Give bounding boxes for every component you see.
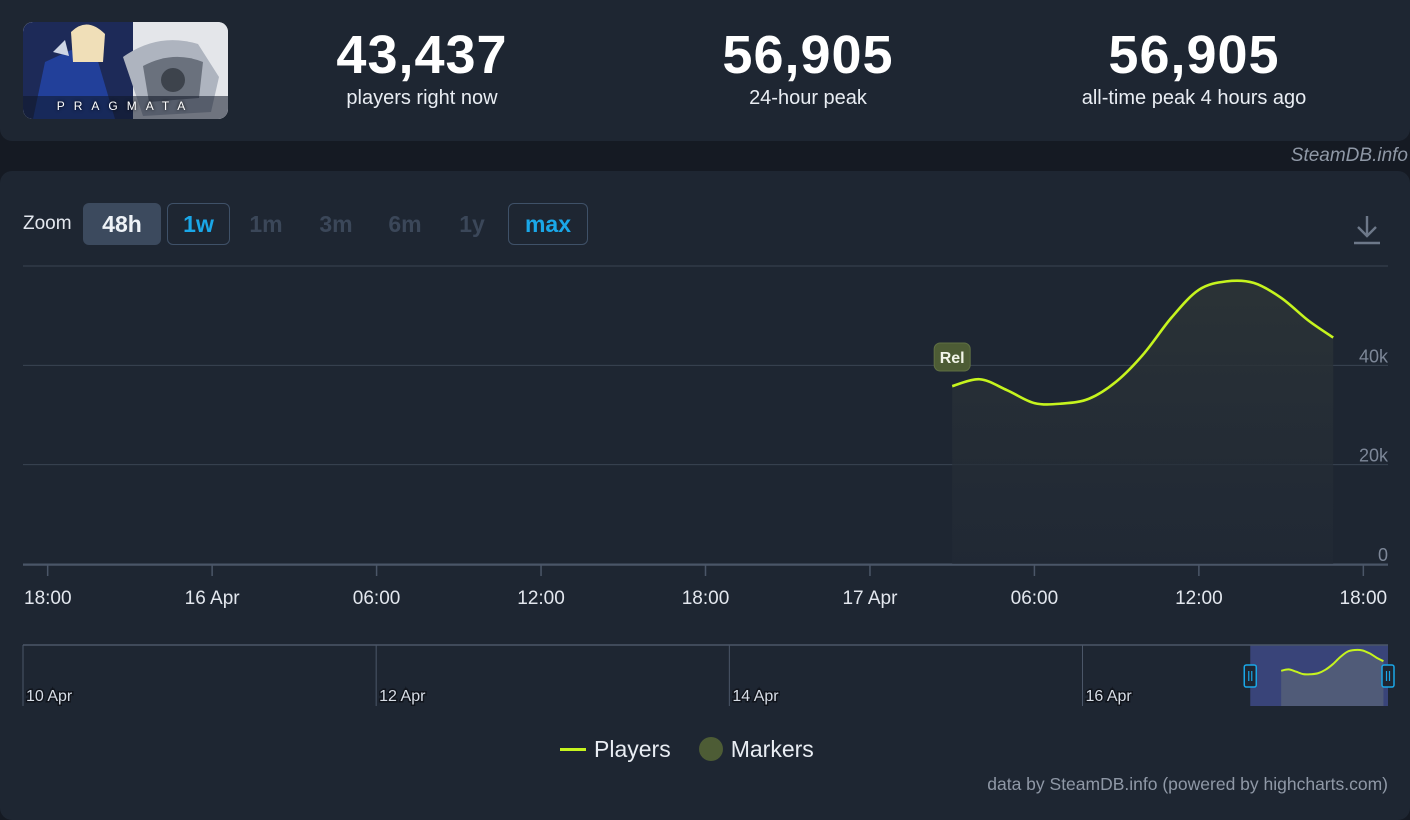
game-logo-text: PRAGMATA <box>56 99 195 113</box>
x-tick-label: 18:00 <box>24 588 72 609</box>
legend-item-players[interactable]: Players <box>560 736 671 763</box>
stat-all-time-peak: 56,905 all-time peak 4 hours ago <box>1014 24 1374 110</box>
y-tick-label: 40k <box>1359 346 1389 366</box>
x-tick-label: 16 Apr <box>185 588 241 609</box>
handle-grip <box>1381 664 1395 688</box>
markers-dot-swatch <box>698 737 723 761</box>
handle-grip <box>1243 664 1258 688</box>
legend-item-markers[interactable]: Markers <box>698 735 814 763</box>
navigator-series-area <box>1281 649 1384 706</box>
all-time-peak-value: 56,905 <box>1108 25 1280 85</box>
players-line-swatch <box>560 747 586 751</box>
x-tick-label: 12:00 <box>517 588 565 609</box>
current-players-label: players right now <box>346 87 498 109</box>
chart-legend: Players Markers <box>560 733 814 765</box>
series-area <box>952 280 1334 564</box>
y-tick-label: 0 <box>1378 545 1388 565</box>
stats-panel: PRAGMATA 43,437 players right now 56,905… <box>0 0 1410 141</box>
zoom-1m-button: 1m <box>249 211 283 237</box>
players-series-line <box>951 279 1334 406</box>
zoom-6m-button: 6m <box>388 211 422 237</box>
stat-current-players: 43,437 players right now <box>242 24 602 110</box>
x-tick-label: 18:00 <box>682 588 730 609</box>
navigator-label: 16 Apr <box>1086 688 1133 705</box>
all-time-peak-label: all-time peak 4 hours ago <box>1081 87 1307 109</box>
navigator-series-line <box>1280 648 1384 676</box>
x-tick-label: 06:00 <box>353 588 401 609</box>
navigator-label-shadow: 10 Apr <box>26 688 73 705</box>
x-tick-label: 18:00 <box>1340 588 1388 609</box>
chart-panel: Zoom 48h 1w 1m 3m 6m 1y max 18:00 16 Apr 0… <box>0 171 1410 820</box>
peak-24h-value: 56,905 <box>722 25 894 85</box>
zoom-max-button[interactable]: max <box>508 203 588 245</box>
zoom-1y-button: 1y <box>459 211 485 237</box>
release-marker-label: Rel <box>940 350 965 367</box>
navigator-label: 12 Apr <box>379 688 426 705</box>
game-logo[interactable]: PRAGMATA <box>23 22 228 119</box>
legend-players-label: Players <box>594 735 671 762</box>
navigator-label: 10 Apr <box>26 688 73 705</box>
navigator-background <box>23 645 1388 706</box>
series-line-layer <box>951 279 1334 406</box>
zoom-3m-button: 3m <box>319 211 353 237</box>
navigator-label-shadow: 14 Apr <box>732 688 779 705</box>
player-count-chart[interactable]: 18:00 16 Apr 06:00 12:00 18:00 17 Apr 06:00 12:… <box>0 171 1410 731</box>
x-tick-label: 12:00 <box>1175 588 1223 609</box>
navigator-label: 14 Apr <box>732 688 779 705</box>
navigator-label-shadow: 12 Apr <box>379 688 426 705</box>
players-area <box>952 280 1334 564</box>
peak-24h-label: 24-hour peak <box>749 87 867 109</box>
release-marker-badge <box>933 342 971 372</box>
y-tick-label: 20k <box>1359 446 1389 466</box>
legend-markers-label: Markers <box>730 735 814 762</box>
zoom-1w-button[interactable]: 1w <box>167 203 230 245</box>
data-credit[interactable]: data by SteamDB.info (powered by highcha… <box>987 774 1388 794</box>
marker-layer: Rel <box>933 342 971 372</box>
navigator-left-handle[interactable] <box>1243 664 1258 688</box>
current-players-value: 43,437 <box>336 25 508 85</box>
download-icon[interactable] <box>1350 213 1384 247</box>
x-axis: 18:00 16 Apr 06:00 12:00 18:00 17 Apr 06:00 12:… <box>23 564 1388 609</box>
navigator-right-handle[interactable] <box>1381 664 1395 688</box>
stat-24h-peak: 56,905 24-hour peak <box>628 24 988 110</box>
game-art-image <box>23 22 228 119</box>
zoom-label: Zoom <box>23 213 72 234</box>
zoom-48h-button[interactable]: 48h <box>83 203 161 245</box>
x-tick-label: 17 Apr <box>842 588 898 609</box>
y-axis: 0 20k 40k <box>1359 346 1389 565</box>
navigator-label-shadow: 16 Apr <box>1086 688 1133 705</box>
x-tick-label: 06:00 <box>1011 588 1059 609</box>
site-credit[interactable]: SteamDB.info <box>1290 145 1408 166</box>
